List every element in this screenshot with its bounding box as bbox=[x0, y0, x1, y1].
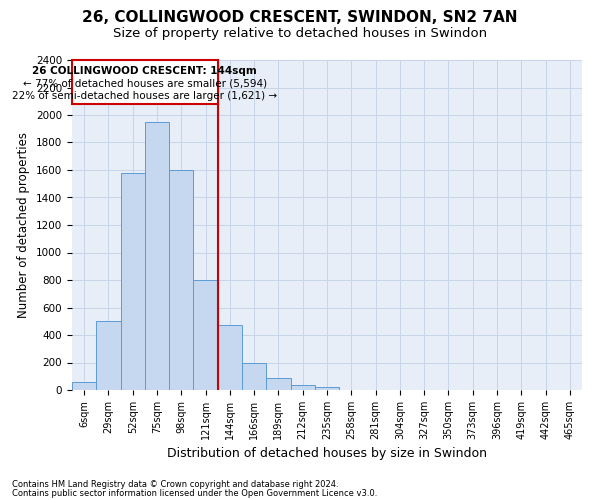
Text: 26 COLLINGWOOD CRESCENT: 144sqm: 26 COLLINGWOOD CRESCENT: 144sqm bbox=[32, 66, 257, 76]
X-axis label: Distribution of detached houses by size in Swindon: Distribution of detached houses by size … bbox=[167, 448, 487, 460]
Text: 26, COLLINGWOOD CRESCENT, SWINDON, SN2 7AN: 26, COLLINGWOOD CRESCENT, SWINDON, SN2 7… bbox=[82, 10, 518, 25]
Bar bbox=[169, 170, 193, 390]
Text: 22% of semi-detached houses are larger (1,621) →: 22% of semi-detached houses are larger (… bbox=[12, 91, 277, 101]
Y-axis label: Number of detached properties: Number of detached properties bbox=[17, 132, 31, 318]
Bar bbox=[315, 386, 339, 390]
Text: ← 77% of detached houses are smaller (5,594): ← 77% of detached houses are smaller (5,… bbox=[23, 78, 267, 88]
Bar bbox=[193, 280, 218, 390]
Text: Contains public sector information licensed under the Open Government Licence v3: Contains public sector information licen… bbox=[12, 489, 377, 498]
Bar bbox=[145, 122, 169, 390]
Bar bbox=[290, 385, 315, 390]
Bar bbox=[218, 324, 242, 390]
Bar bbox=[72, 60, 218, 104]
Text: Size of property relative to detached houses in Swindon: Size of property relative to detached ho… bbox=[113, 28, 487, 40]
Text: Contains HM Land Registry data © Crown copyright and database right 2024.: Contains HM Land Registry data © Crown c… bbox=[12, 480, 338, 489]
Bar bbox=[96, 322, 121, 390]
Bar bbox=[72, 382, 96, 390]
Bar bbox=[266, 378, 290, 390]
Bar bbox=[121, 173, 145, 390]
Bar bbox=[242, 363, 266, 390]
